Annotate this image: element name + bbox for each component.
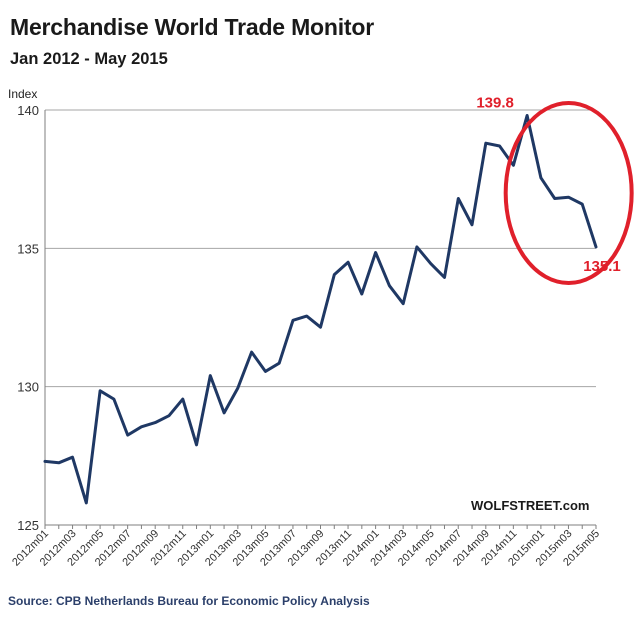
annotation-label: 135.1 bbox=[583, 258, 621, 275]
series-lines bbox=[43, 114, 598, 505]
highlight-ellipse bbox=[503, 101, 634, 285]
gridlines bbox=[45, 109, 596, 526]
y-tick-label: 125 bbox=[17, 518, 39, 533]
chart-title: Merchandise World Trade Monitor bbox=[10, 14, 374, 40]
chart-subtitle: Jan 2012 - May 2015 bbox=[10, 50, 168, 68]
x-axis: 2012m012012m032012m052012m072012m092012m… bbox=[10, 524, 602, 569]
source-note: Source: CPB Netherlands Bureau for Econo… bbox=[8, 594, 370, 608]
y-tick-label: 140 bbox=[17, 103, 39, 118]
annotation-label: 139.8 bbox=[476, 95, 514, 112]
y-tick-label: 130 bbox=[17, 380, 39, 395]
brand-watermark: WOLFSTREET.com bbox=[471, 498, 590, 513]
annotations: 139.8 135.1 bbox=[476, 95, 634, 285]
series-line bbox=[43, 114, 598, 505]
y-axis: 125 130 135 140 Index bbox=[8, 87, 46, 533]
y-axis-label: Index bbox=[8, 87, 37, 101]
y-tick-label: 135 bbox=[17, 241, 39, 256]
